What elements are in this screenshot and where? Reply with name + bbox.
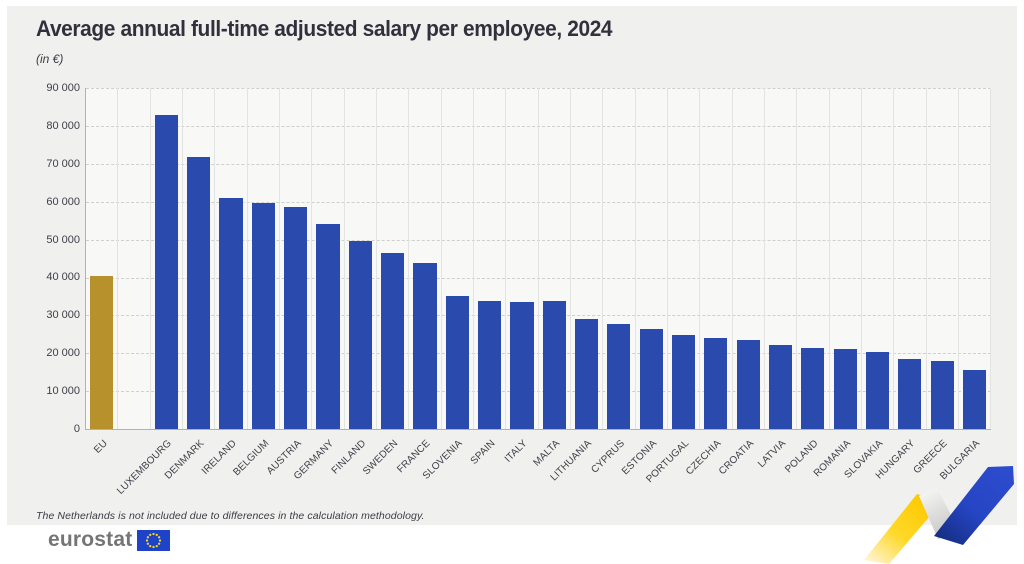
bar-slot-slovakia: SLOVAKIA xyxy=(843,88,895,481)
bar-slot-denmark: DENMARK xyxy=(163,88,216,482)
bar-hungary xyxy=(898,359,922,429)
bar-slot-poland: POLAND xyxy=(783,88,830,475)
x-axis-label-spain: SPAIN xyxy=(468,438,498,467)
bar-slot-greece: GREECE xyxy=(912,88,959,476)
footer-band: eurostat xyxy=(0,525,1024,564)
y-axis-tick-label: 50 000 xyxy=(46,233,80,246)
bar-slovakia xyxy=(865,352,890,429)
bar-finland xyxy=(348,241,372,429)
bar-slot-hungary: HUNGARY xyxy=(874,88,927,482)
bar-croatia xyxy=(736,340,760,429)
bar-portugal xyxy=(671,334,696,429)
bar-romania xyxy=(833,349,857,429)
bar-spain xyxy=(478,300,502,429)
bar-sweden xyxy=(381,252,405,429)
chart-title: Average annual full-time adjusted salary… xyxy=(36,16,613,41)
bar-ireland xyxy=(219,197,243,429)
bar-belgium xyxy=(251,202,275,429)
bar-slot-finland: FINLAND xyxy=(330,88,377,477)
bar-austria xyxy=(284,206,308,429)
bar-slot-sweden: SWEDEN xyxy=(361,88,410,477)
bar-germany xyxy=(316,224,340,429)
bar-slot-bulgaria: BULGARIA xyxy=(938,88,992,482)
y-axis-tick-label: 20 000 xyxy=(46,347,80,360)
bar-slovenia xyxy=(445,295,469,429)
bar-slot-malta: MALTA xyxy=(531,88,571,469)
bar-slot-portugal: PORTUGAL xyxy=(644,88,701,485)
bar-slot-romania: ROMANIA xyxy=(812,88,862,479)
chart-panel: Average annual full-time adjusted salary… xyxy=(7,6,1017,525)
eurostat-logo: eurostat xyxy=(48,528,171,552)
bar-slot-eu: EU xyxy=(86,88,119,456)
bar-denmark xyxy=(187,157,211,429)
bar-slot-estonia: ESTONIA xyxy=(620,88,668,477)
bar-france xyxy=(413,263,437,429)
bar-slot-cyprus: CYPRUS xyxy=(589,88,636,476)
y-axis-tick-label: 0 xyxy=(73,423,80,435)
bar-italy xyxy=(510,302,534,429)
bar-eu xyxy=(90,276,114,429)
y-axis-tick-label: 60 000 xyxy=(46,195,80,208)
bar-slot-austria: AUSTRIA xyxy=(264,88,313,477)
x-axis-label-eu: EU xyxy=(91,438,110,456)
bar-slot-slovenia: SLOVENIA xyxy=(421,88,474,482)
bar-luxembourg xyxy=(154,114,178,429)
bar-chart-plot-area: EU LUXEMBOURG DENMARK IRELAND BELGIUM AUSTRIA… xyxy=(85,88,992,497)
eurostat-logo-text: eurostat xyxy=(48,528,133,551)
y-axis-tick-label: 30 000 xyxy=(46,309,80,322)
bar-series: EU LUXEMBOURG DENMARK IRELAND BELGIUM AUSTRIA… xyxy=(86,88,992,497)
x-axis-label-luxembourg: LUXEMBOURG xyxy=(115,438,175,497)
bar-slot-czechia: CZECHIA xyxy=(684,88,733,477)
bar-slot-ireland: IRELAND xyxy=(200,88,248,477)
bar-slot-spain: SPAIN xyxy=(469,88,507,467)
bar-slot-lithuania: LITHUANIA xyxy=(549,88,604,483)
bar-czechia xyxy=(704,337,728,429)
bar-cyprus xyxy=(607,324,631,429)
y-axis-tick-label: 70 000 xyxy=(46,157,80,170)
bar-slot-latvia: LATVIA xyxy=(756,88,798,470)
y-axis-tick-label: 90 000 xyxy=(46,81,80,94)
spacer-slot xyxy=(118,88,151,429)
bar-slot-france: FRANCE xyxy=(395,88,442,475)
bar-slot-germany: GERMANY xyxy=(292,88,345,482)
bar-slot-croatia: CROATIA xyxy=(717,88,765,477)
chart-footnote: The Netherlands is not included due to d… xyxy=(36,510,425,522)
bar-slot-italy: ITALY xyxy=(503,88,539,465)
bar-estonia xyxy=(639,328,663,429)
y-axis-tick-label: 10 000 xyxy=(46,385,80,398)
bar-slot-belgium: BELGIUM xyxy=(231,88,280,478)
bar-lithuania xyxy=(574,319,599,429)
bar-greece xyxy=(930,361,954,429)
y-axis-tick-label: 80 000 xyxy=(46,119,80,132)
x-axis-label-italy: ITALY xyxy=(502,438,530,465)
bar-bulgaria xyxy=(962,370,987,429)
bar-poland xyxy=(801,348,825,429)
y-axis-tick-label: 40 000 xyxy=(46,271,80,284)
eu-flag-icon xyxy=(137,529,171,551)
chart-subtitle: (in €) xyxy=(36,52,64,66)
bar-slot-luxembourg: LUXEMBOURG xyxy=(115,88,183,497)
bar-latvia xyxy=(768,344,793,429)
bar-malta xyxy=(542,301,566,429)
x-axis-label-malta: MALTA xyxy=(531,438,563,469)
